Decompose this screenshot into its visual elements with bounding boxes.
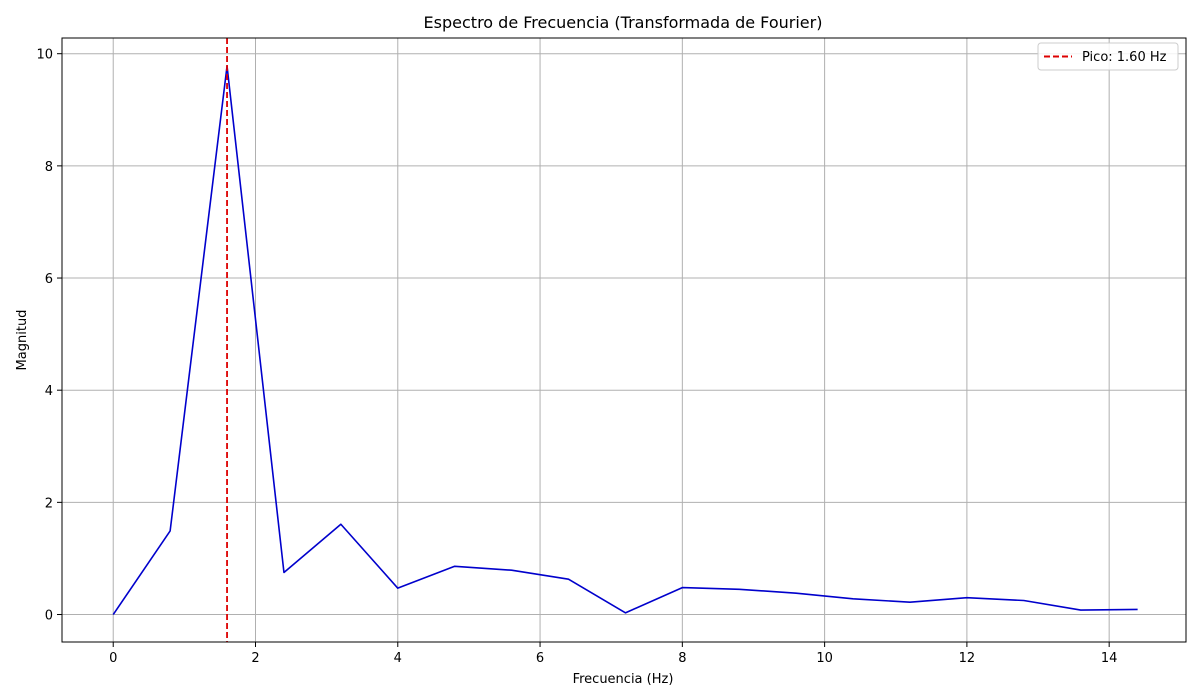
grid bbox=[62, 38, 1186, 642]
y-tick-label: 0 bbox=[45, 609, 53, 624]
y-axis-label: Magnitud bbox=[15, 310, 30, 371]
y-tick-label: 8 bbox=[45, 160, 53, 175]
x-tick-label: 4 bbox=[394, 651, 402, 666]
x-tick-label: 14 bbox=[1101, 651, 1118, 666]
y-tick-label: 4 bbox=[45, 384, 53, 399]
y-tick-label: 10 bbox=[36, 48, 53, 63]
x-axis-label: Frecuencia (Hz) bbox=[573, 672, 674, 687]
legend-box bbox=[1037, 42, 1179, 71]
x-tick-label: 6 bbox=[536, 651, 544, 666]
x-tick-label: 2 bbox=[251, 651, 259, 666]
legend: Pico: 1.60 Hz bbox=[1037, 42, 1179, 71]
magnitude-series-line bbox=[112, 65, 1138, 615]
chart-title: Espectro de Frecuencia (Transformada de … bbox=[424, 13, 823, 32]
axis-ticks: 0 2 4 6 8 10 12 14 0 2 4 6 8 10 bbox=[36, 48, 1117, 666]
x-tick-label: 8 bbox=[678, 651, 686, 666]
plot-frame bbox=[61, 37, 1187, 643]
plot-data bbox=[112, 38, 1138, 642]
x-tick-label: 12 bbox=[959, 651, 976, 666]
legend-label-peak: Pico: 1.60 Hz bbox=[1082, 50, 1167, 65]
y-tick-label: 2 bbox=[45, 496, 53, 511]
x-tick-label: 10 bbox=[816, 651, 833, 666]
y-tick-label: 6 bbox=[45, 272, 53, 287]
x-tick-label: 0 bbox=[109, 651, 117, 666]
